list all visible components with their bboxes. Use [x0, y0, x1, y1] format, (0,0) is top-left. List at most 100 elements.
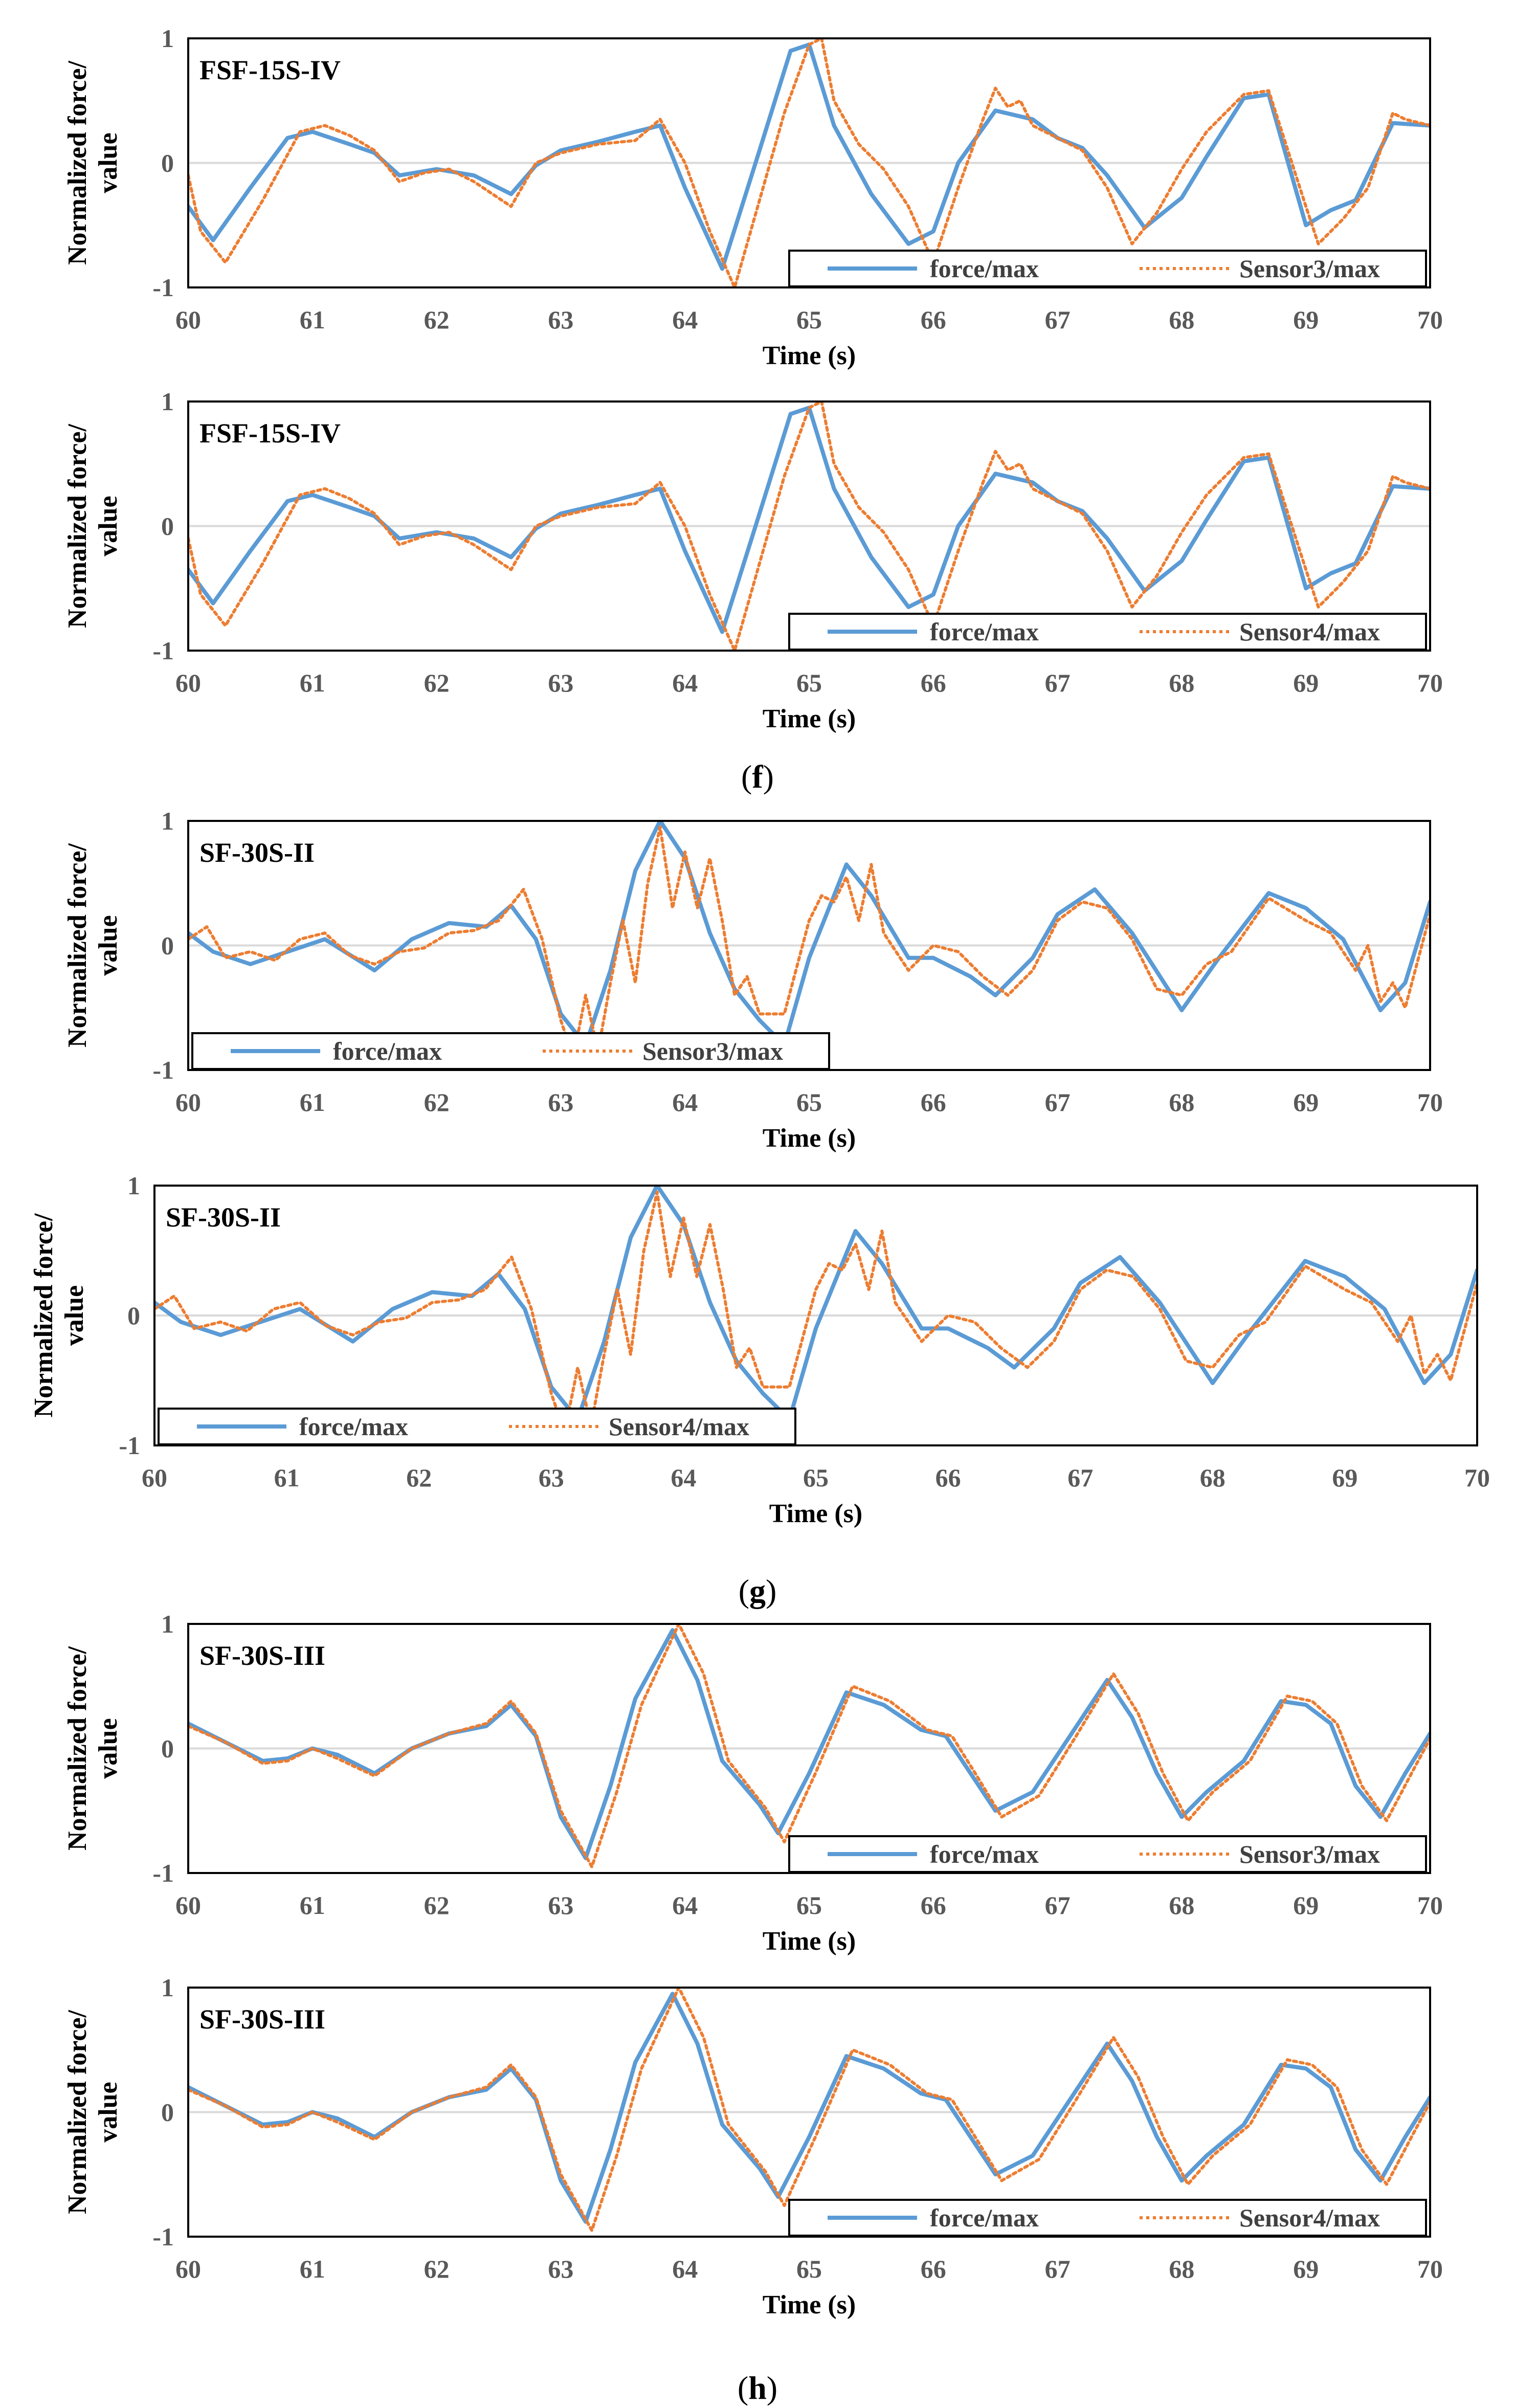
chart-3-legend: force/max Sensor3/max	[191, 1032, 830, 1070]
chart-2-xtick-label: 69	[1293, 668, 1319, 697]
chart-4-xtick-label: 64	[671, 1463, 696, 1492]
chart-4-panel-title: SF-30S-II	[166, 1202, 281, 1233]
chart-5-xtick-label: 69	[1293, 1891, 1319, 1920]
chart-1-y-axis-label-line1: Normalized force/	[63, 60, 92, 265]
chart-2-xtick-label: 64	[672, 668, 698, 697]
chart-5-x-axis-label: Time (s)	[763, 1927, 856, 1956]
chart-4-xtick-label: 66	[935, 1463, 961, 1492]
chart-1-xtick-label: 70	[1417, 305, 1443, 334]
caption-h-open: (	[738, 2370, 748, 2406]
caption-g-close: )	[766, 1573, 776, 1609]
chart-4-y-axis-label-line1: Normalized force/	[29, 1213, 58, 1418]
chart-2-ytick-label: -1	[152, 636, 174, 665]
chart-4-xtick-label: 69	[1332, 1463, 1357, 1492]
chart-2-xtick-label: 60	[175, 668, 201, 697]
chart-5-xtick-label: 61	[300, 1891, 325, 1920]
chart-6-xtick-label: 64	[672, 2255, 698, 2283]
chart-2-legend-force-label: force/max	[930, 617, 1039, 646]
svg-text:(h): (h)	[738, 2370, 777, 2406]
chart-1-xtick-label: 66	[921, 305, 946, 334]
chart-4-xtick-label: 60	[142, 1463, 167, 1492]
chart-3-ytick-label: 1	[161, 807, 174, 835]
chart-5-legend-sensor-label: Sensor3/max	[1239, 1840, 1380, 1868]
caption-h-letter: h	[748, 2370, 767, 2406]
chart-4-xtick-label: 70	[1464, 1463, 1490, 1492]
chart-4-legend-sensor-label: Sensor4/max	[609, 1412, 749, 1441]
caption-h: (h)	[738, 2370, 777, 2406]
chart-4-xtick-label: 68	[1200, 1463, 1226, 1492]
chart-6-xtick-label: 66	[921, 2255, 946, 2283]
caption-g-open: (	[739, 1573, 749, 1609]
chart-5-ytick-label: 0	[161, 1734, 174, 1763]
chart-2-legend: force/max Sensor4/max	[788, 613, 1427, 651]
chart-1: 60 61 62 63 64 65 66 67 68 69 70 1 0 -1 Time (s) Normal…	[63, 24, 1443, 370]
chart-4-x-axis-label: Time (s)	[769, 1499, 862, 1528]
caption-g: (g)	[739, 1573, 777, 1609]
chart-5-xtick-label: 60	[175, 1891, 201, 1920]
chart-3-legend-sensor-label: Sensor3/max	[642, 1037, 783, 1065]
chart-1-xtick-label: 63	[548, 305, 573, 334]
caption-f: (f)	[741, 759, 774, 795]
chart-6-xtick-label: 67	[1045, 2255, 1071, 2283]
chart-5-ytick-label: 1	[161, 1610, 174, 1638]
chart-2-panel-title: FSF-15S-IV	[199, 418, 341, 449]
caption-f-close: )	[763, 759, 774, 795]
chart-4-legend-force-label: force/max	[299, 1412, 408, 1441]
chart-1-xtick-label: 62	[424, 305, 450, 334]
chart-1-ytick-label: 0	[161, 149, 174, 177]
chart-2-xtick-label: 61	[300, 668, 325, 697]
chart-3-xtick-label: 65	[796, 1088, 822, 1117]
chart-4-series-sensor-line	[154, 1190, 1477, 1434]
chart-3-y-axis-label-line1: Normalized force/	[63, 843, 92, 1047]
chart-3-series-sensor-line	[188, 826, 1430, 1059]
chart-6-xtick-label: 69	[1293, 2255, 1319, 2283]
chart-1-ytick-label: -1	[152, 273, 174, 302]
chart-2-y-axis-label-line2: value	[94, 496, 123, 556]
chart-5-xtick-label: 68	[1169, 1891, 1194, 1920]
chart-3-xtick-label: 69	[1293, 1088, 1319, 1117]
chart-1-panel-title: FSF-15S-IV	[199, 55, 341, 85]
chart-4-xtick-label: 62	[406, 1463, 432, 1492]
chart-3-ytick-label: 0	[161, 931, 174, 960]
svg-text:(g): (g)	[739, 1573, 777, 1609]
chart-1-xtick-label: 64	[672, 305, 698, 334]
chart-1-xtick-label: 60	[175, 305, 201, 334]
chart-6-xtick-label: 70	[1417, 2255, 1443, 2283]
chart-2-xtick-label: 67	[1045, 668, 1071, 697]
chart-4-ytick-label: -1	[119, 1431, 140, 1460]
chart-2-xtick-label: 62	[424, 668, 450, 697]
chart-2-y-axis-label-line1: Normalized force/	[63, 423, 92, 628]
chart-6-ytick-label: 1	[161, 1973, 174, 2002]
chart-6-x-axis-label: Time (s)	[763, 2290, 856, 2320]
chart-3-xtick-label: 61	[300, 1088, 325, 1117]
chart-3-xtick-label: 63	[548, 1088, 573, 1117]
chart-4-series-force-line	[154, 1186, 1477, 1422]
chart-6-xtick-label: 63	[548, 2255, 573, 2283]
chart-1-ytick-label: 1	[161, 24, 174, 53]
chart-6-xtick-label: 62	[424, 2255, 450, 2283]
chart-2-xtick-label: 70	[1417, 668, 1443, 697]
chart-1-xtick-label: 69	[1293, 305, 1319, 334]
chart-4-ytick-label: 0	[127, 1301, 140, 1330]
chart-4-plot-frame	[153, 1185, 1478, 1446]
chart-1-xtick-label: 65	[796, 305, 822, 334]
chart-2-xtick-label: 66	[921, 668, 946, 697]
caption-f-open: (	[741, 759, 752, 795]
chart-3-y-axis-label-line2: value	[94, 915, 123, 975]
chart-6-xtick-label: 68	[1169, 2255, 1194, 2283]
chart-4-xtick-label: 65	[803, 1463, 829, 1492]
chart-4: 60 61 62 63 64 65 66 67 68 69 70 1 0 -1 Time (s) Normal…	[29, 1171, 1490, 1528]
chart-6-y-axis-label-line2: value	[94, 2082, 123, 2142]
chart-3-xtick-label: 70	[1417, 1088, 1443, 1117]
chart-5-legend-force-label: force/max	[930, 1840, 1039, 1868]
chart-4-legend: force/max Sensor4/max	[158, 1408, 796, 1445]
chart-5-xtick-label: 64	[672, 1891, 698, 1920]
chart-5-xtick-label: 65	[796, 1891, 822, 1920]
chart-1-legend: force/max Sensor3/max	[788, 250, 1427, 287]
chart-5-xtick-label: 63	[548, 1891, 573, 1920]
chart-3-xtick-label: 68	[1169, 1088, 1194, 1117]
chart-3-x-axis-label: Time (s)	[763, 1124, 856, 1153]
chart-6-xtick-label: 61	[300, 2255, 325, 2283]
chart-3-panel-title: SF-30S-II	[199, 837, 315, 868]
